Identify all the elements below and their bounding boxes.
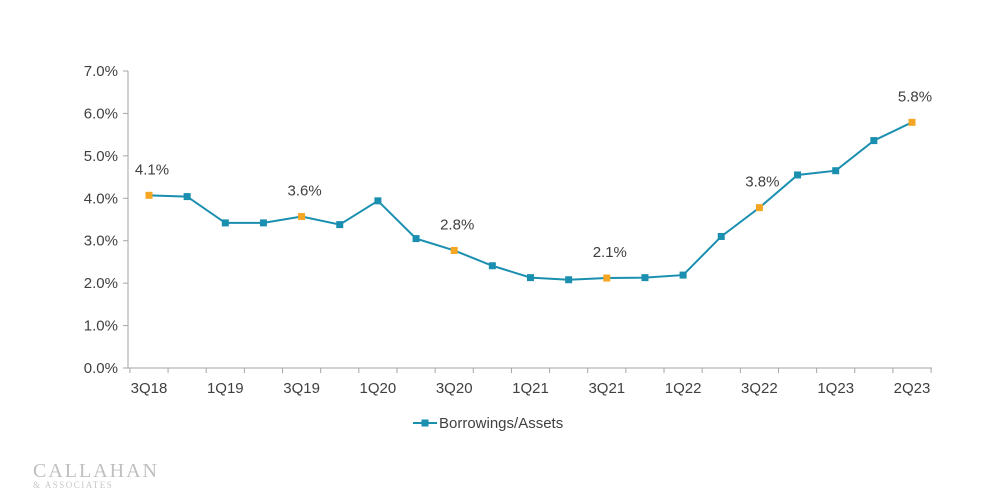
y-tick-label: 6.0% [84, 105, 118, 122]
y-tick-label: 3.0% [84, 233, 118, 250]
y-tick-label: 5.0% [84, 148, 118, 165]
y-axis: 0.0% 1.0% 2.0% 3.0% 4.0% 5.0% 6.0% 7.0% [84, 63, 129, 377]
x-tick-label: 3Q19 [283, 380, 320, 397]
x-axis: 3Q18 1Q19 3Q19 1Q20 3Q20 1Q21 3Q21 1Q22 3Q22 1Q23… [128, 367, 932, 397]
data-label: 2.8% [440, 216, 474, 233]
y-tick-label: 4.0% [84, 190, 118, 207]
logo-main-text: CALLAHAN [33, 460, 159, 482]
series-borrowings-assets [145, 118, 916, 284]
data-point [527, 274, 534, 282]
x-tick-label: 1Q20 [360, 380, 397, 397]
data-point [488, 262, 496, 270]
data-label: 3.6% [287, 183, 321, 200]
data-label: 5.8% [898, 88, 932, 105]
legend: Borrowings/Assets [413, 415, 563, 432]
data-point [336, 221, 344, 229]
data-point [298, 213, 306, 221]
y-tick-label: 1.0% [84, 318, 118, 335]
data-point [183, 193, 191, 201]
legend-label: Borrowings/Assets [439, 415, 563, 432]
legend-marker [421, 419, 429, 427]
x-tick-label: 3Q18 [131, 380, 168, 397]
data-label: 2.1% [593, 244, 627, 261]
data-point [717, 232, 725, 240]
data-point [145, 191, 153, 199]
data-point [565, 276, 573, 284]
callahan-logo: CALLAHAN & ASSOCIATES [33, 461, 158, 491]
y-tick-label: 2.0% [84, 275, 118, 292]
x-tick-label: 2Q23 [894, 380, 931, 397]
y-tick-label: 0.0% [84, 360, 118, 377]
data-point [259, 219, 267, 227]
data-point [679, 271, 687, 279]
data-point [221, 219, 229, 227]
data-point [832, 167, 840, 175]
x-tick-label: 3Q21 [588, 380, 625, 397]
data-point [870, 137, 878, 145]
x-tick-label: 1Q23 [817, 380, 854, 397]
data-label: 4.1% [135, 161, 169, 178]
data-point [755, 204, 763, 212]
data-point [603, 274, 611, 282]
logo-sub-text: & ASSOCIATES [33, 480, 114, 490]
x-tick-label: 3Q20 [436, 380, 473, 397]
x-tick-label: 1Q19 [207, 380, 244, 397]
data-point [641, 274, 649, 282]
data-point [374, 197, 382, 205]
data-annotations: 4.1% 3.6% 2.8% 2.1% 3.8% 5.8% [135, 88, 932, 261]
data-label: 3.8% [745, 174, 779, 191]
data-point [412, 235, 420, 243]
data-point [794, 171, 802, 179]
x-tick-label: 1Q22 [665, 380, 702, 397]
series-line [148, 121, 913, 281]
x-tick-label: 3Q22 [741, 380, 778, 397]
data-point [450, 246, 458, 254]
data-point [908, 118, 916, 126]
x-tick-label: 1Q21 [512, 380, 549, 397]
y-tick-label: 7.0% [84, 63, 118, 80]
